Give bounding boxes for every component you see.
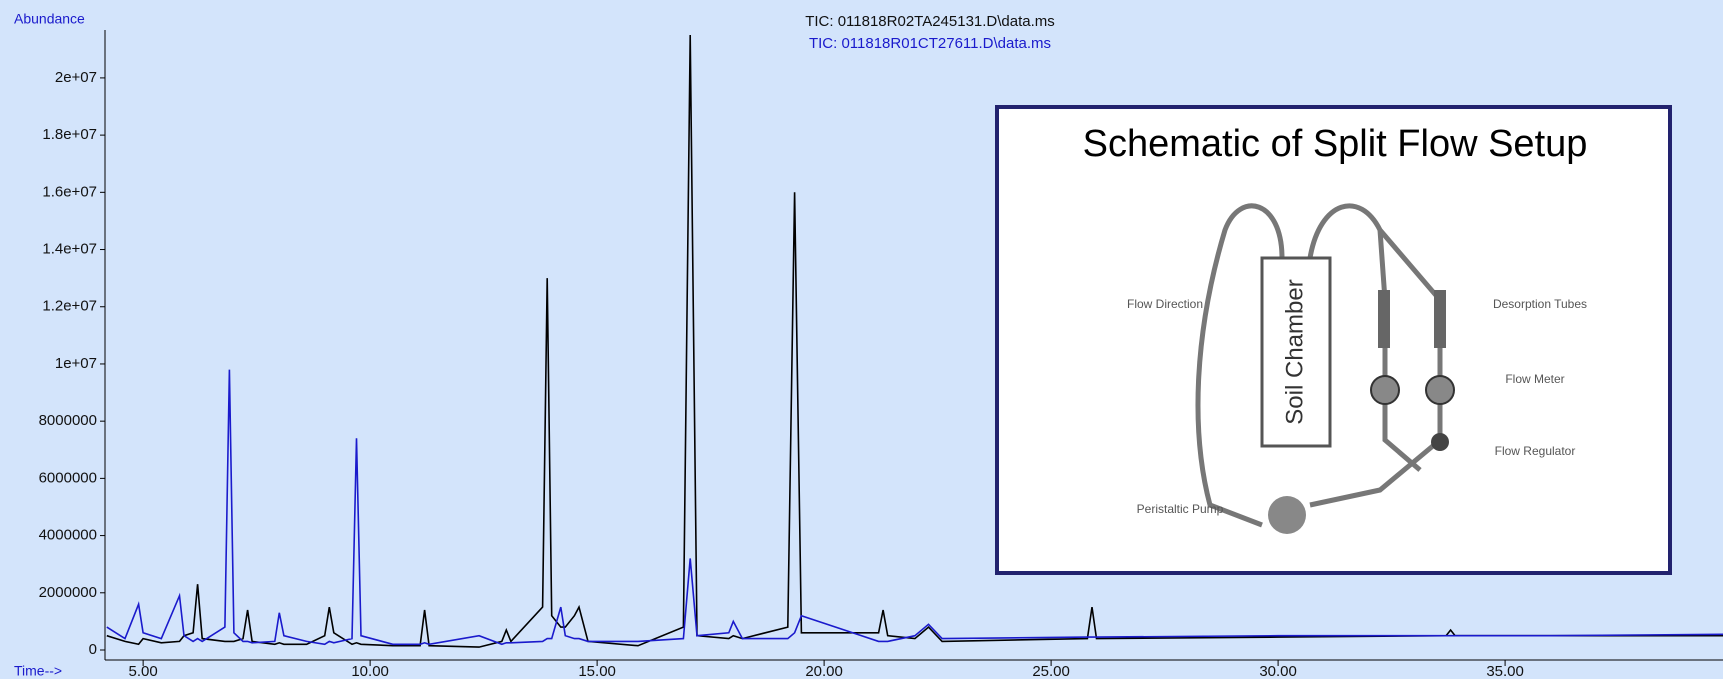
y-tick-label: 1.8e+07 <box>42 126 97 143</box>
x-tick-label: 10.00 <box>351 663 389 679</box>
legend-entry: TIC: 011818R02TA245131.D\data.ms <box>805 13 1055 30</box>
flow-meter <box>1425 375 1455 405</box>
inset-box <box>995 105 1672 575</box>
inset-label: Flow Meter <box>1505 372 1564 386</box>
x-tick-label: 25.00 <box>1032 663 1070 679</box>
y-tick-label: 2000000 <box>39 584 97 601</box>
soil-chamber <box>1260 256 1332 448</box>
tubing <box>1195 203 1443 528</box>
x-tick-label: 30.00 <box>1259 663 1297 679</box>
y-tick-label: 4000000 <box>39 527 97 544</box>
y-tick-label: 8000000 <box>39 412 97 429</box>
x-tick-label: 5.00 <box>129 663 158 679</box>
y-axis-label: Abundance <box>14 11 85 27</box>
flow-regulator <box>1431 433 1449 451</box>
flow-meter <box>1370 375 1400 405</box>
legend-entry: TIC: 011818R01CT27611.D\data.ms <box>809 35 1051 52</box>
inset-label: Desorption Tubes <box>1493 297 1587 311</box>
y-tick-label: 0 <box>89 641 97 658</box>
desorption-tube <box>1378 290 1390 348</box>
inset: Schematic of Split Flow Setup Soil Chamb… <box>995 105 1672 575</box>
inset-label: Peristaltic Pump <box>1137 502 1224 516</box>
chamber-label: Soil Chamber <box>1281 279 1308 424</box>
y-tick-label: 1.2e+07 <box>42 298 97 315</box>
y-tick-label: 1e+07 <box>55 355 97 372</box>
y-tick-label: 2e+07 <box>55 69 97 86</box>
x-tick-label: 20.00 <box>805 663 843 679</box>
inset-label: Flow Direction <box>1127 297 1203 311</box>
x-tick-label: 15.00 <box>578 663 616 679</box>
x-tick-label: 35.00 <box>1486 663 1524 679</box>
series-line <box>106 34 1723 648</box>
y-tick-label: 1.6e+07 <box>42 183 97 200</box>
y-tick-label: 1.4e+07 <box>42 241 97 258</box>
y-tick-label: 6000000 <box>39 469 97 486</box>
inset-label: Flow Regulator <box>1495 444 1576 458</box>
pump <box>1268 496 1306 534</box>
series-line <box>106 369 1723 646</box>
desorption-tube <box>1434 290 1446 348</box>
inset-title: Schematic of Split Flow Setup <box>1083 123 1588 165</box>
x-axis-label: Time--> <box>14 663 62 679</box>
